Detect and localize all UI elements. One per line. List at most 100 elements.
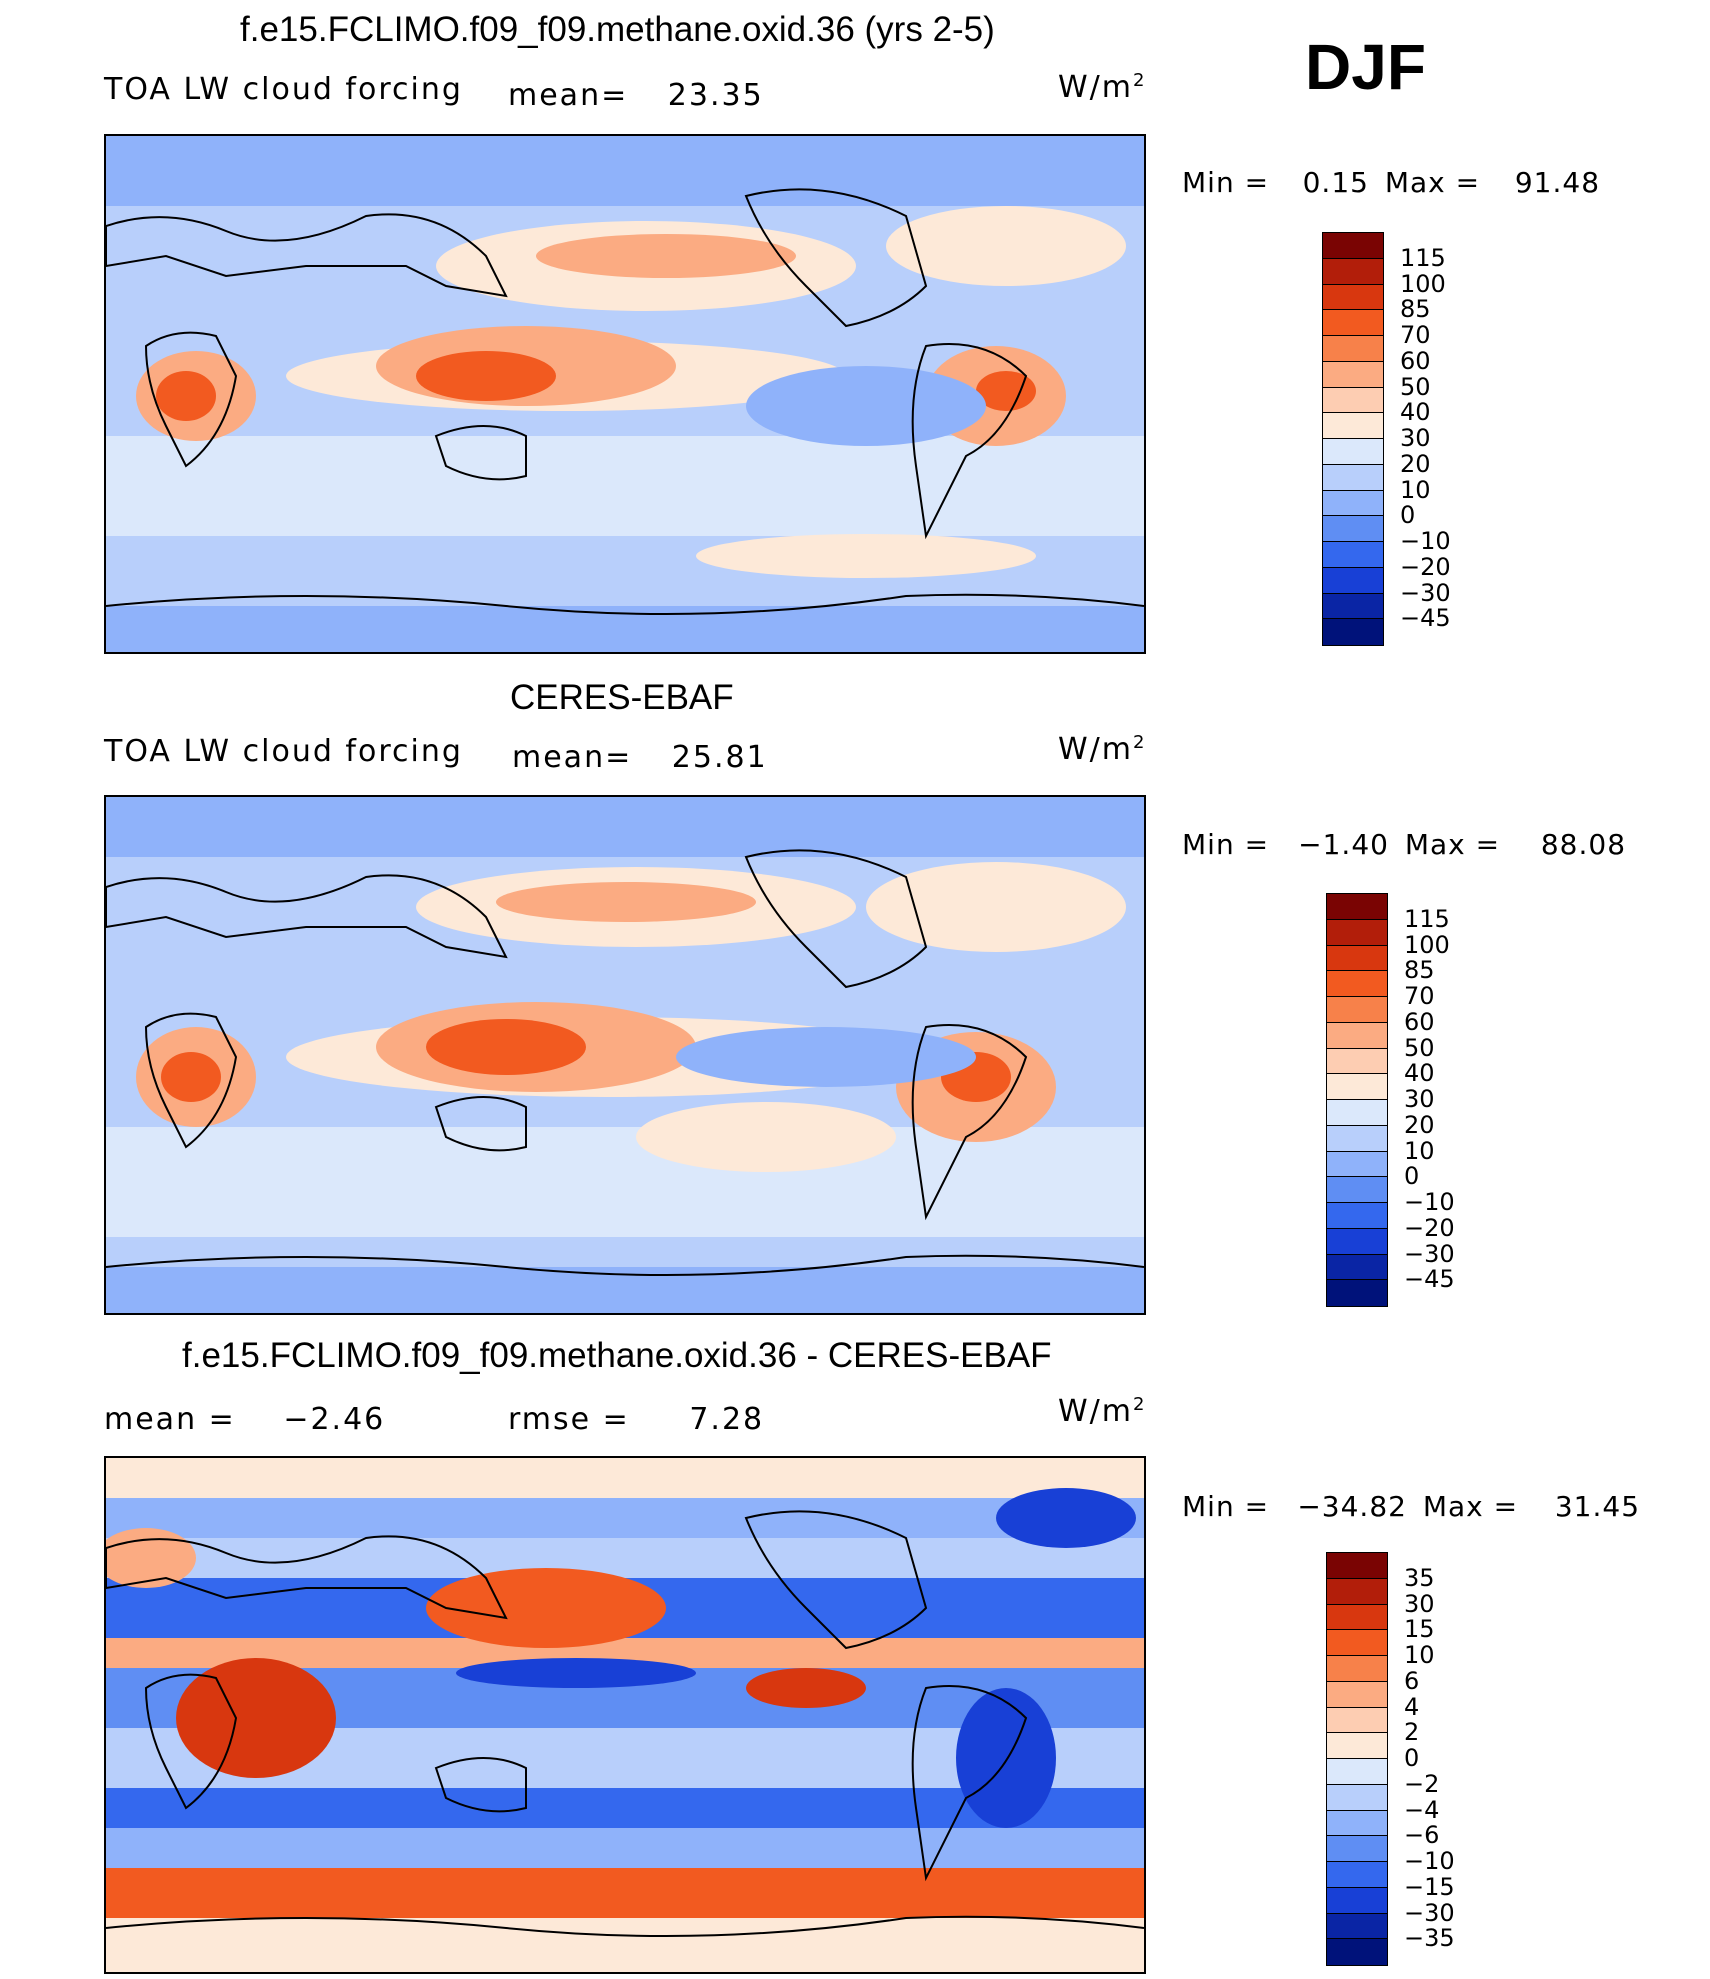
colorbar-swatch <box>1323 516 1383 542</box>
colorbar-level-label: −30 <box>1400 578 1451 607</box>
units-exp: 2 <box>1133 732 1147 753</box>
panel1-min-value: 0.15 <box>1302 166 1369 199</box>
colorbar-level-label: −45 <box>1400 604 1451 633</box>
eurasia-coast <box>106 213 508 298</box>
panel3-rmse: rmse = 7.28 <box>508 1402 764 1437</box>
colorbar-swatch <box>1327 1759 1387 1785</box>
colorbar-swatch <box>1323 284 1383 311</box>
colorbar-swatch <box>1327 1862 1387 1888</box>
colorbar-level-label: −30 <box>1404 1898 1455 1927</box>
colorbar-level-label: −10 <box>1404 1188 1455 1216</box>
units-text: W/m <box>1058 732 1133 767</box>
colorbar-level-label: 10 <box>1404 1136 1435 1165</box>
north-america-coast <box>744 188 928 328</box>
colorbar-swatch <box>1323 336 1383 362</box>
colorbar-level-label: −20 <box>1400 552 1451 581</box>
africa-coast <box>144 331 238 468</box>
panel2-mean: mean= 25.81 <box>512 740 768 775</box>
panel3-colorbar <box>1326 1552 1388 1966</box>
colorbar-swatch <box>1323 413 1383 439</box>
colorbar-swatch <box>1327 1939 1387 1965</box>
colorbar-swatch <box>1323 593 1383 620</box>
panel2-minmax: Min = −1.40 Max = 88.08 <box>1182 828 1626 861</box>
south-america-coast <box>911 343 1028 540</box>
north-america-coast <box>744 849 928 989</box>
colorbar-level-label: 70 <box>1400 321 1431 349</box>
panel3-rmse-label: rmse = <box>508 1402 630 1437</box>
colorbar-swatch <box>1327 1707 1387 1734</box>
colorbar-level-label: 70 <box>1404 982 1435 1010</box>
colorbar-swatch <box>1327 1913 1387 1940</box>
arctic-band <box>106 797 1144 857</box>
maritime-continent <box>416 351 556 401</box>
colorbar-level-label: 30 <box>1404 1085 1435 1113</box>
colorbar-swatch <box>1327 1074 1387 1100</box>
colorbar-level-label: 10 <box>1400 475 1431 504</box>
panel3-minmax: Min = −34.82 Max = 31.45 <box>1182 1490 1640 1523</box>
panel1-field-label: TOA LW cloud forcing <box>104 72 463 107</box>
panel1-minmax: Min = 0.15 Max = 91.48 <box>1182 166 1600 199</box>
colorbar-swatch <box>1327 1578 1387 1605</box>
wpac-blue <box>456 1658 696 1688</box>
colorbar-level-label: 85 <box>1400 295 1431 324</box>
colorbar-level-label: 20 <box>1404 1110 1435 1139</box>
south-america-coast <box>911 1685 1028 1882</box>
colorbar-level-label: 0 <box>1400 501 1416 530</box>
arctic-band <box>106 136 1144 206</box>
eurasia-coast <box>106 874 508 959</box>
colorbar-swatch <box>1327 1203 1387 1229</box>
colorbar-swatch <box>1327 1125 1387 1152</box>
colorbar-level-label: 4 <box>1404 1692 1420 1721</box>
maritime-continent <box>426 1019 586 1075</box>
arctic-band <box>106 1458 1144 1498</box>
panel1-map <box>104 134 1146 654</box>
colorbar-swatch <box>1327 1733 1387 1759</box>
colorbar-level-label: 115 <box>1400 243 1446 272</box>
npac-warm <box>426 1568 666 1648</box>
panel2-min-label: Min = <box>1182 828 1270 861</box>
colorbar-level-label: 50 <box>1404 1033 1435 1062</box>
colorbar-swatch <box>1327 919 1387 946</box>
panel2-field-label: TOA LW cloud forcing <box>104 734 463 769</box>
panel1-max-label: Max = <box>1384 166 1481 199</box>
colorbar-level-label: −10 <box>1404 1847 1455 1875</box>
panel1-max-value: 91.48 <box>1514 166 1601 199</box>
colorbar-swatch <box>1323 310 1383 336</box>
panel1-map-svg <box>106 136 1144 652</box>
panel2-map-svg <box>106 797 1144 1313</box>
panel1-colorbar <box>1322 232 1384 646</box>
units-text: W/m <box>1058 70 1133 105</box>
panel1-mean-label: mean= <box>508 78 629 113</box>
colorbar-level-label: 60 <box>1404 1007 1435 1036</box>
panel2-title: CERES-EBAF <box>510 678 734 717</box>
colorbar-level-label: −15 <box>1404 1872 1455 1901</box>
colorbar-level-label: 40 <box>1404 1059 1435 1088</box>
natl-storm-track <box>866 862 1126 952</box>
colorbar-swatch <box>1327 1836 1387 1862</box>
units-text: W/m <box>1058 1394 1133 1429</box>
colorbar-level-label: 10 <box>1404 1641 1435 1669</box>
southern-band <box>106 436 1144 536</box>
colorbar-level-label: 100 <box>1400 269 1446 298</box>
panel3-map <box>104 1456 1146 1974</box>
colorbar-level-label: −2 <box>1404 1769 1440 1798</box>
colorbar-level-label: 20 <box>1400 449 1431 478</box>
africa-core <box>161 1052 221 1102</box>
colorbar-level-label: −4 <box>1404 1795 1440 1824</box>
colorbar-level-label: 30 <box>1404 1589 1435 1618</box>
epac-dry <box>676 1027 976 1087</box>
spcz <box>636 1102 896 1172</box>
africa-core <box>156 371 216 421</box>
australia-coast <box>434 1096 527 1152</box>
colorbar-swatch <box>1327 1810 1387 1837</box>
colorbar-level-label: 115 <box>1404 904 1450 933</box>
colorbar-level-label: 85 <box>1404 956 1435 985</box>
colorbar-level-label: 15 <box>1404 1615 1435 1644</box>
panel3-max-label: Max = <box>1422 1490 1519 1523</box>
npac-core <box>536 234 796 278</box>
nh-band <box>106 1538 1144 1578</box>
africa-coast <box>144 1673 238 1810</box>
colorbar-swatch <box>1327 1887 1387 1914</box>
colorbar-level-label: 60 <box>1400 346 1431 375</box>
colorbar-swatch <box>1327 945 1387 972</box>
